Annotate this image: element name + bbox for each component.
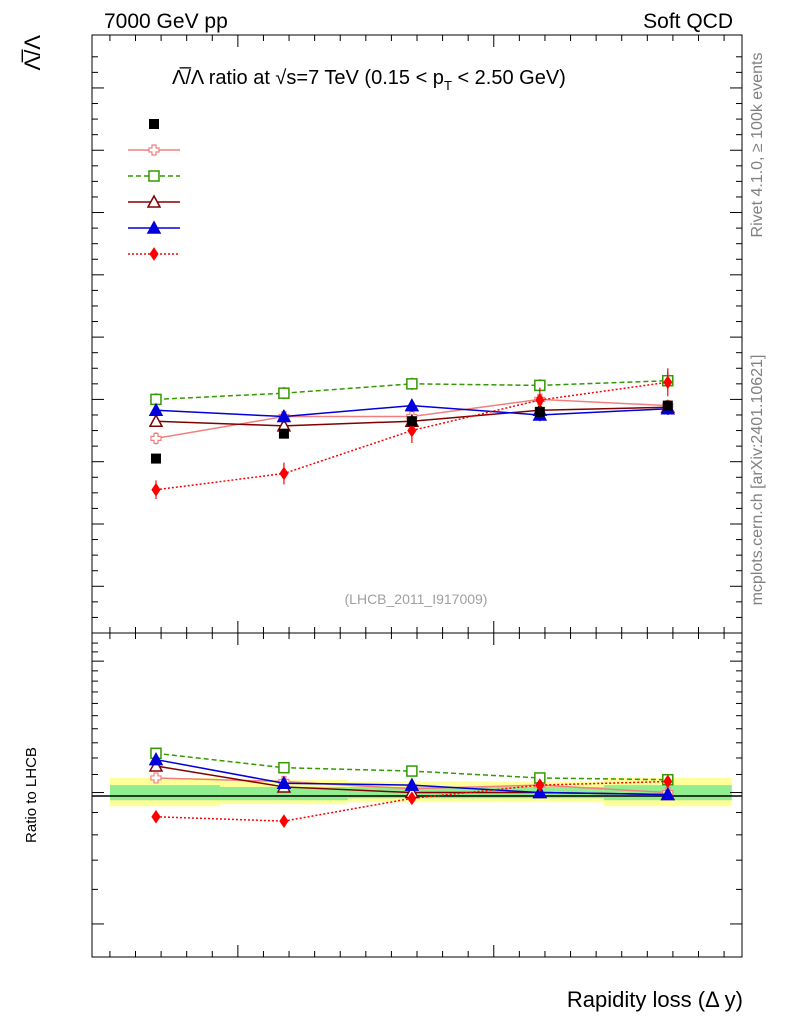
mcplots-label: mcplots.cern.ch [arXiv:2401.10621]	[749, 355, 766, 606]
main-point-data	[534, 406, 545, 417]
main-point-pythia6	[148, 413, 164, 427]
header-category: Soft QCD	[643, 10, 733, 33]
ratio-point-pythia8	[276, 775, 292, 790]
ratio-panel: Ratio to LHCB Rapidity loss (Δ y)	[23, 35, 743, 1012]
main-y-ticks	[92, 56, 742, 618]
ratio-point-epos	[150, 772, 162, 784]
ratio-band-inner	[109, 785, 220, 801]
title-tail: < 2.50 GeV)	[452, 67, 566, 89]
main-y-axis-label: Λ̅/Λ	[20, 35, 45, 71]
ratio-y-ticks	[92, 642, 742, 925]
main-panel: Λ̅/Λ Λ̅/Λ ratio at √s=7 TeV (0.15 < pT <…	[20, 34, 743, 634]
main-point-pythia8	[404, 398, 420, 412]
main-marks	[148, 368, 676, 500]
ratio-point-pythia6	[148, 758, 164, 772]
legend	[128, 119, 180, 261]
main-point-data	[150, 453, 161, 464]
analysis-watermark: (LHCB_2011_I917009)	[345, 591, 488, 607]
ratio-point-sherpa	[151, 809, 161, 824]
ratio-band-inner	[219, 786, 348, 801]
ratio-y-axis-label: Ratio to LHCB	[23, 747, 40, 843]
title-main: Λ̅/Λ ratio at √s=7 TeV (0.15 < p	[172, 66, 444, 89]
main-point-herwig	[278, 387, 290, 399]
header-collision: 7000 GeV pp	[104, 10, 228, 33]
ratio-point-pythia8	[404, 777, 420, 791]
ratio-point-sherpa	[407, 791, 417, 806]
ratio-point-sherpa	[663, 774, 673, 789]
rivet-label: Rivet 4.1.0, ≥ 100k events	[749, 53, 766, 238]
main-point-pythia8	[276, 408, 292, 423]
main-point-herwig	[406, 378, 418, 390]
title-subscript: T	[444, 78, 452, 93]
ratio-marks	[148, 747, 676, 829]
legend-marker-herwig	[148, 170, 160, 182]
x-axis-label: Rapidity loss (Δ y)	[567, 987, 743, 1012]
legend-marker-pythia8	[146, 220, 162, 234]
legend-marker-epos	[148, 144, 160, 156]
ratio-x-ticks	[109, 35, 725, 957]
main-point-data	[662, 400, 673, 411]
legend-marker-data	[149, 119, 159, 129]
legend-marker-pythia6	[146, 194, 162, 208]
main-point-sherpa	[535, 393, 545, 407]
main-point-pythia8	[148, 402, 164, 417]
main-point-sherpa	[279, 466, 289, 481]
main-line-sherpa	[155, 381, 668, 491]
main-point-data	[278, 428, 289, 439]
main-point-sherpa	[663, 375, 673, 390]
plot-title: Λ̅/Λ ratio at √s=7 TeV (0.15 < pT < 2.50…	[172, 66, 566, 93]
ratio-point-pythia8	[532, 784, 548, 799]
ratio-point-sherpa	[535, 778, 545, 793]
ratio-point-pythia8	[660, 786, 676, 801]
ratio-point-herwig	[278, 761, 290, 774]
ratio-point-sherpa	[279, 814, 289, 829]
legend-marker-sherpa	[149, 247, 159, 261]
main-point-data	[406, 416, 417, 427]
main-point-sherpa	[151, 482, 161, 497]
main-point-sherpa	[407, 423, 417, 438]
ratio-point-pythia8	[148, 751, 164, 766]
main-frame	[91, 34, 743, 634]
main-point-epos	[150, 432, 162, 444]
ratio-point-herwig	[406, 765, 418, 777]
